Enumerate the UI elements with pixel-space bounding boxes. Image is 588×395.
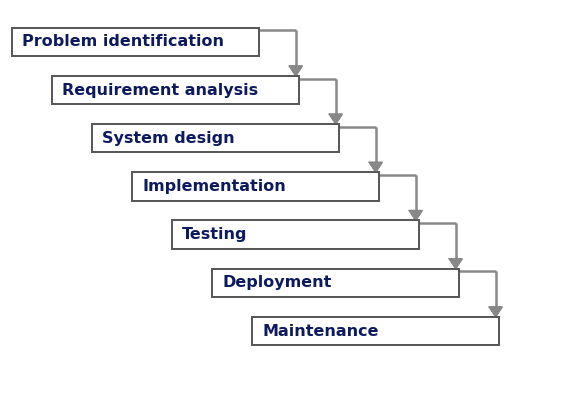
Polygon shape — [329, 114, 342, 124]
Bar — [212, 269, 459, 297]
Text: Deployment: Deployment — [222, 275, 332, 290]
Bar — [252, 317, 499, 345]
Polygon shape — [289, 66, 302, 76]
Text: Requirement analysis: Requirement analysis — [62, 83, 259, 98]
Text: Testing: Testing — [182, 227, 248, 242]
Polygon shape — [369, 162, 382, 172]
Polygon shape — [409, 211, 422, 220]
Bar — [172, 220, 419, 249]
Bar — [92, 124, 339, 152]
Bar — [132, 172, 379, 201]
Text: Implementation: Implementation — [142, 179, 286, 194]
Polygon shape — [449, 259, 462, 269]
Text: Maintenance: Maintenance — [262, 324, 379, 339]
Text: Problem identification: Problem identification — [22, 34, 225, 49]
Text: System design: System design — [102, 131, 235, 146]
Polygon shape — [489, 307, 502, 317]
Bar — [52, 76, 299, 104]
Bar — [12, 28, 259, 56]
